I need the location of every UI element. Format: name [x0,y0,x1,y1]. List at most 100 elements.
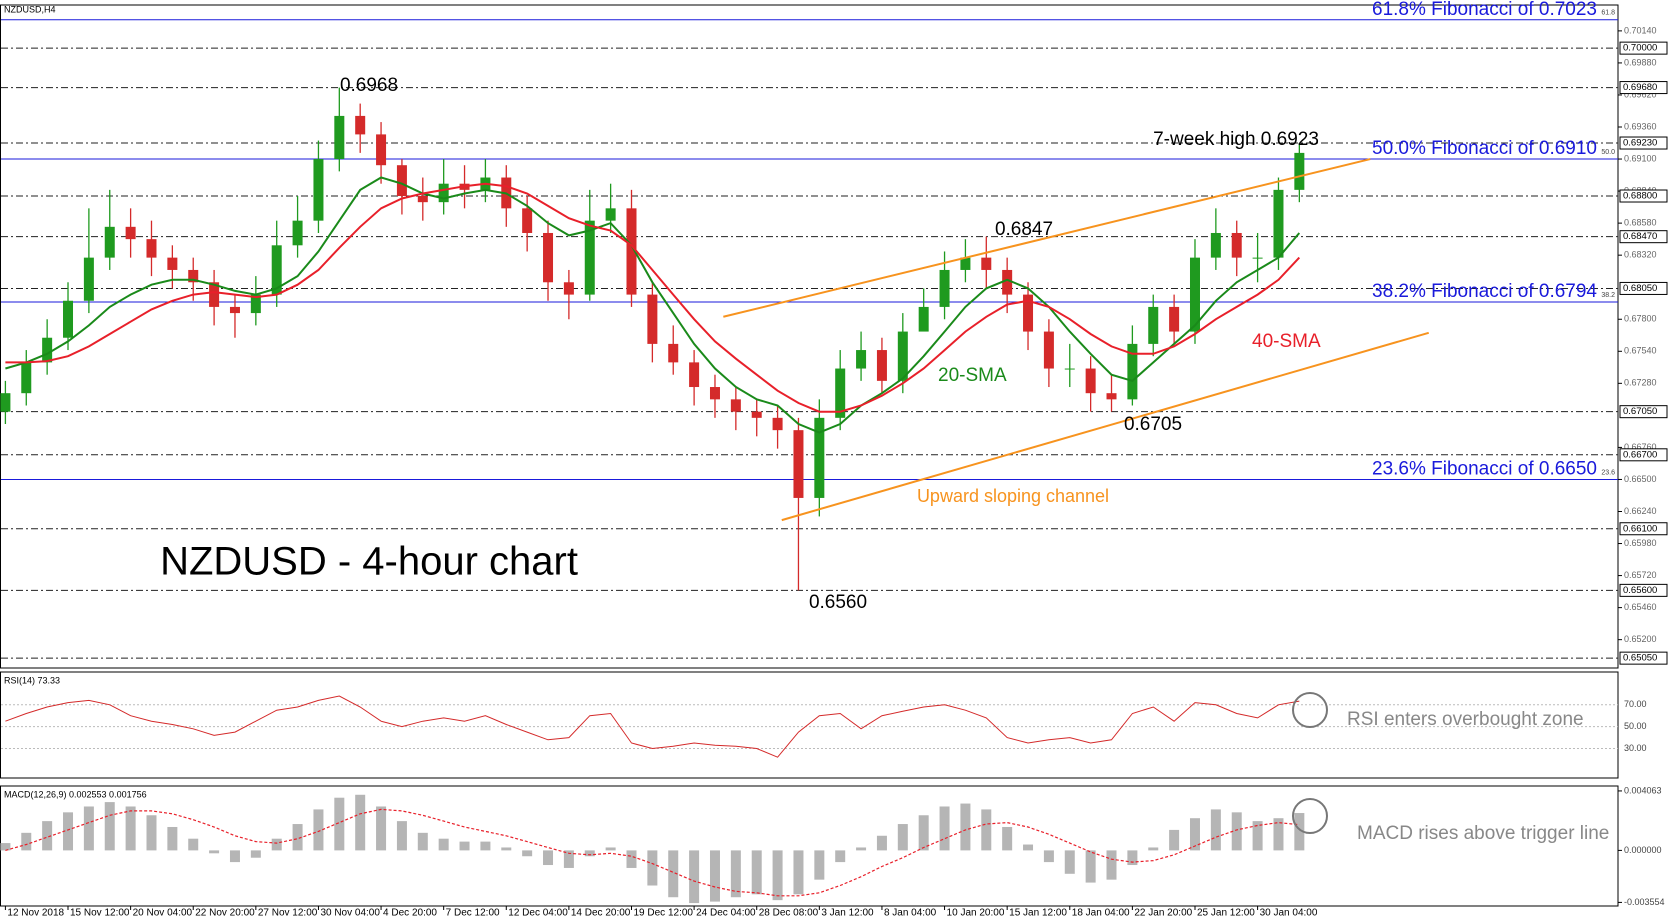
macd-bar [876,835,887,851]
macd-bar [229,850,240,863]
macd-bar [981,809,992,851]
channel-line [781,331,1430,522]
macd-bar [689,850,700,904]
macd-bar [271,838,282,851]
candle-body [313,159,324,221]
candle-body [1106,393,1117,400]
candle-body [1252,257,1263,259]
fib-label: 61.8% Fibonacci of 0.7023 [1372,0,1597,20]
panel-frame [0,671,1619,779]
macd-bar [1252,821,1263,851]
x-tick-label: 30 Nov 04:00 [320,908,380,919]
macd-bar [334,797,345,851]
candle-body [21,362,32,394]
x-tick-label: 20 Nov 04:00 [133,908,193,919]
candle-body [1231,232,1242,258]
macd-signal [5,808,1300,897]
x-tick-label: 15 Nov 12:00 [70,908,130,919]
y-tick-label: 0.69360 [1624,121,1657,131]
level-box [1619,189,1668,203]
x-tick-label: 8 Jan 04:00 [884,908,937,919]
x-tick-label: 22 Nov 20:00 [195,908,255,919]
sma-label: 40-SMA [1252,331,1321,352]
y-tick-label: 0.67280 [1624,378,1657,388]
macd-tick-label: 0.000000 [1624,845,1662,855]
candle-body [960,257,971,270]
sma-label: 20-SMA [938,365,1007,386]
macd-bar [1273,818,1284,851]
macd-bar [647,850,658,886]
level-label: 0.68470 [1623,231,1657,242]
fib-tag: 50.0 [1601,149,1615,156]
annotation: 0.6847 [995,219,1053,240]
level-label: 0.70000 [1623,43,1657,54]
chart-title: NZDUSD - 4-hour chart [160,540,578,584]
candle-body [1023,294,1034,332]
macd-bar [1085,850,1096,883]
macd-bar [438,838,449,851]
candle-body [543,232,554,283]
macd-bar [1294,813,1305,851]
x-tick-label: 25 Jan 12:00 [1197,908,1255,919]
x-tick-label: 27 Nov 12:00 [258,908,318,919]
macd-bar [730,850,741,898]
macd-bar [563,850,574,868]
macd-bar [42,821,53,851]
macd-bar [1210,809,1221,851]
x-tick-label: 28 Dec 08:00 [759,908,819,919]
macd-bar [793,850,804,895]
annotation: 0.6968 [340,75,398,96]
level-label: 0.68800 [1623,191,1657,202]
y-tick-label: 0.68320 [1624,250,1657,260]
candle-body [939,269,950,307]
level-box [1619,583,1668,597]
channel-label: Upward sloping channel [917,486,1109,506]
level-label: 0.65600 [1623,585,1657,596]
y-tick-label: 0.66240 [1624,506,1657,516]
y-tick-label: 0.69880 [1624,57,1657,67]
macd-bar [626,850,637,868]
fib-tag: 61.8 [1601,10,1615,17]
candle-body [229,306,240,314]
macd-tick-label: -0.003554 [1624,897,1665,907]
candle-body [334,115,345,160]
x-tick-label: 24 Dec 04:00 [696,908,756,919]
level-box [1619,405,1668,419]
candle-body [438,183,449,203]
candle-body [125,226,136,240]
macd-title: MACD(12,26,9) 0.002553 0.001756 [4,789,147,799]
macd-bar [668,850,679,898]
fib-tag: 23.6 [1601,469,1615,476]
candle-body [1002,269,1013,295]
macd-bar [355,794,366,851]
candle-body [689,362,700,388]
candle-body [793,430,804,498]
rsi-note: RSI enters overbought zone [1347,709,1584,730]
candle-body [730,399,741,412]
x-tick-label: 7 Dec 12:00 [446,908,500,919]
macd-bar [501,847,512,851]
candle-body [981,257,992,270]
level-label: 0.66700 [1623,449,1657,460]
level-box [1619,230,1668,244]
candle-body [146,239,157,258]
y-tick-label: 0.69100 [1624,153,1657,163]
macd-bar [605,847,616,851]
candle-body [772,417,783,431]
candle-body [563,282,574,295]
candle-body [1273,189,1284,258]
y-tick-label: 0.65460 [1624,602,1657,612]
macd-bar [1231,812,1242,851]
highlight-circle [1292,692,1328,728]
candle-body [626,208,637,295]
y-tick-label: 0.65720 [1624,570,1657,580]
level-box [1619,651,1668,665]
macd-bar [1148,847,1159,851]
macd-bar [1023,844,1034,851]
candle-body [83,257,94,301]
macd-bar [584,850,595,857]
candle-body [188,269,199,283]
fib-tag: 38.2 [1601,292,1615,299]
candle-body [1085,368,1096,394]
